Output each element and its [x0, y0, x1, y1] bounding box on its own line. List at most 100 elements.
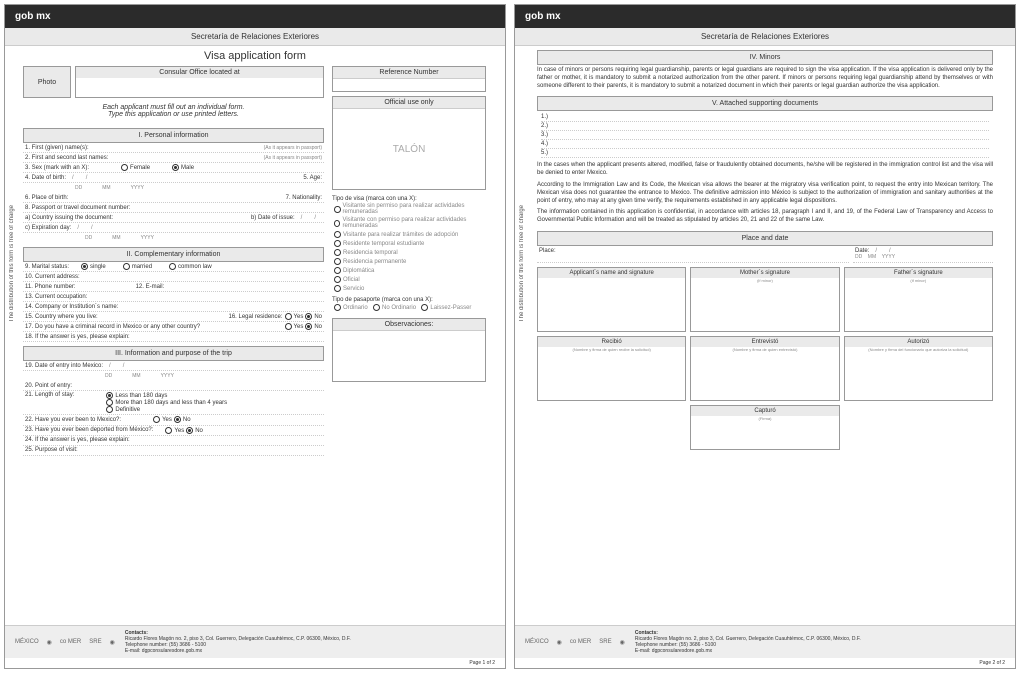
logo-mexico: MÉXICO — [15, 639, 39, 645]
minors-text: In case of minors or persons requiring l… — [537, 65, 993, 92]
sig-mother: Mother´s signature(if minor) — [690, 267, 839, 332]
logo-comer: co MER — [60, 639, 81, 645]
warning-1: In the cases when the applicant presents… — [537, 160, 993, 180]
radio-tv2[interactable] — [334, 220, 340, 227]
radio-tv8[interactable] — [334, 276, 341, 283]
field-8a: a) Country issuing the document: — [25, 215, 113, 221]
radio-dep-yes[interactable] — [165, 427, 172, 434]
sig-recibio: Recibió(Nombre y firma de quien recibe l… — [537, 336, 686, 401]
sig-applicant: Applicant´s name and signature — [537, 267, 686, 332]
field-8b: b) Date of issue: — [251, 215, 295, 221]
section-2: II. Complementary information — [23, 247, 324, 262]
field-13: 13. Current occupation: — [25, 294, 87, 300]
radio-crim-yes[interactable] — [285, 323, 292, 330]
radio-tp3[interactable] — [421, 304, 428, 311]
gov-header: gob mx — [5, 5, 505, 28]
obs-box: Observaciones: — [332, 318, 486, 382]
field-11: 11. Phone number: — [25, 284, 76, 290]
field-23: 23. Have you ever been deported from Méx… — [25, 427, 153, 433]
page-num-1: Page 1 of 2 — [5, 658, 505, 668]
section-4: IV. Minors — [537, 50, 993, 65]
side-note: The distribution of this form is free of… — [9, 205, 15, 322]
field-6: 6. Place of birth: — [25, 195, 68, 201]
footer-1: MÉXICO◉co MERSRE◉ Contacts:Ricardo Flore… — [5, 625, 505, 658]
field-24: 24. If the answer is yes, please explain… — [25, 437, 130, 443]
field-25: 25. Purpose of visit: — [25, 447, 78, 453]
consular-label: Consular Office located at — [76, 67, 323, 78]
talon: TALÓN — [333, 109, 485, 189]
radio-legal-no[interactable] — [305, 313, 312, 320]
section-1: I. Personal information — [23, 128, 324, 143]
radio-married[interactable] — [123, 263, 130, 270]
radio-been-no[interactable] — [174, 416, 181, 423]
page-1: gob mx Secretaría de Relaciones Exterior… — [4, 4, 506, 669]
section-3: III. Information and purpose of the trip — [23, 346, 324, 361]
radio-female[interactable] — [121, 164, 128, 171]
field-10: 10. Current address: — [25, 274, 80, 280]
radio-tv3[interactable] — [334, 231, 341, 238]
form-title: Visa application form — [5, 46, 505, 66]
field-4: 4. Date of birth: — [25, 175, 66, 181]
warning-3: The information contained in this applic… — [537, 207, 993, 227]
radio-crim-no[interactable] — [305, 323, 312, 330]
field-7: 7. Nationality: — [286, 195, 322, 201]
page-num-2: Page 2 of 2 — [515, 658, 1015, 668]
field-1: 1. First (given) name(s): — [25, 145, 89, 151]
radio-tv7[interactable] — [334, 267, 341, 274]
page-2: gob mx Secretaría de Relaciones Exterior… — [514, 4, 1016, 669]
side-note-2: The distribution of this form is free of… — [519, 205, 525, 322]
field-14: 14. Company or Institution´s name: — [25, 304, 118, 310]
radio-def[interactable] — [106, 406, 113, 413]
place-label: Place: — [539, 248, 556, 254]
sig-entrevisto: Entrevistó(Nombre y firma de quien entre… — [690, 336, 839, 401]
logo-sre: SRE — [89, 639, 101, 645]
radio-tp2[interactable] — [373, 304, 380, 311]
field-15: 15. Country where you live: — [25, 314, 98, 320]
radio-tv6[interactable] — [334, 258, 341, 265]
ministry-2: Secretaría de Relaciones Exteriores — [515, 28, 1015, 46]
sig-capturo: Capturó(Firma) — [690, 405, 840, 450]
field-9: 9. Marital status: — [25, 264, 69, 270]
ministry: Secretaría de Relaciones Exteriores — [5, 28, 505, 46]
radio-tv5[interactable] — [334, 249, 341, 256]
radio-single[interactable] — [81, 263, 88, 270]
field-19: 19. Date of entry into Mexico: — [25, 363, 103, 369]
radio-commonlaw[interactable] — [169, 263, 176, 270]
field-3: 3. Sex (mark with an X): — [25, 165, 89, 171]
footer-2: MÉXICO◉co MERSRE◉ Contacts:Ricardo Flore… — [515, 625, 1015, 658]
field-5: 5. Age: — [303, 175, 322, 181]
instructions: Each applicant must fill out an individu… — [23, 98, 324, 124]
seal-icon-2: ◉ — [110, 639, 115, 646]
sig-father: Father´s signature(if minor) — [844, 267, 993, 332]
photo-box: Photo — [23, 66, 71, 98]
gov-header-2: gob mx — [515, 5, 1015, 28]
consular-box: Consular Office located at — [75, 66, 324, 98]
field-21: 21. Length of stay: — [25, 392, 74, 398]
radio-male[interactable] — [172, 164, 179, 171]
field-12: 12. E-mail: — [136, 284, 165, 290]
radio-dep-no[interactable] — [186, 427, 193, 434]
field-20: 20. Point of entry: — [25, 383, 72, 389]
radio-180[interactable] — [106, 392, 113, 399]
radio-legal-yes[interactable] — [285, 313, 292, 320]
radio-4yr[interactable] — [106, 399, 113, 406]
seal-icon: ◉ — [47, 639, 52, 646]
field-8c: c) Expiration day: — [25, 225, 71, 231]
place-date-hd: Place and date — [537, 231, 993, 246]
ref-box: Reference Number — [332, 66, 486, 92]
field-2: 2. First and second last names: — [25, 155, 108, 161]
doc-list: 1.)2.)3.)4.)5.) — [537, 111, 993, 160]
field-22: 22. Have you ever been to Mexico?: — [25, 417, 121, 423]
sig-autorizo: Autorizó(Nombre y firma del funcionario … — [844, 336, 993, 401]
warning-2: According to the Immigration Law and its… — [537, 180, 993, 207]
radio-tv1[interactable] — [334, 206, 341, 213]
radio-tp1[interactable] — [334, 304, 341, 311]
field-18: 18. If the answer is yes, please explain… — [25, 334, 130, 340]
official-box: Official use onlyTALÓN — [332, 96, 486, 190]
field-16: 16. Legal residence: — [228, 314, 282, 320]
radio-tv9[interactable] — [334, 285, 341, 292]
radio-been-yes[interactable] — [153, 416, 160, 423]
radio-tv4[interactable] — [334, 240, 341, 247]
field-17: 17. Do you have a criminal record in Mex… — [25, 324, 200, 330]
section-5: V. Attached supporting documents — [537, 96, 993, 111]
